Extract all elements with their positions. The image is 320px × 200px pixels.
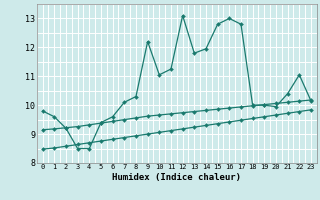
X-axis label: Humidex (Indice chaleur): Humidex (Indice chaleur) (112, 173, 241, 182)
